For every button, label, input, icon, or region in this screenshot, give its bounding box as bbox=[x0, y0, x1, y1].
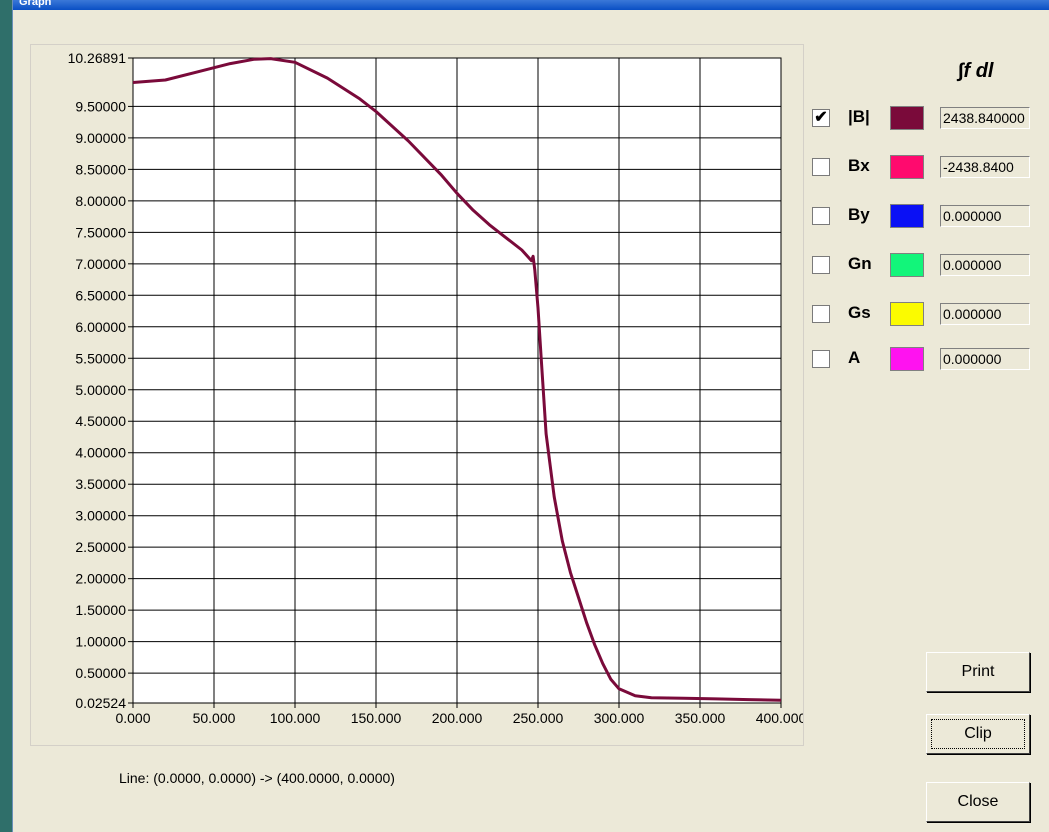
x-tick-label: 0.000 bbox=[115, 710, 150, 726]
x-tick-label: 100.000 bbox=[270, 710, 321, 726]
line-coordinates: Line: (0.0000, 0.0000) -> (400.0000, 0.0… bbox=[119, 770, 395, 786]
close-button[interactable]: Close bbox=[926, 782, 1030, 822]
graph-window: Graph 0.000 50.000 100.000 150.000 200.000 25… bbox=[12, 0, 1049, 832]
y-tick-label: 1.00000 bbox=[75, 634, 126, 650]
integral-header: ∫f dl bbox=[958, 60, 994, 82]
x-tick-label: 250.000 bbox=[513, 710, 564, 726]
print-button[interactable]: Print bbox=[926, 652, 1030, 692]
integral-value-gn: 0.000000 bbox=[940, 254, 1030, 276]
checkbox-a[interactable] bbox=[812, 350, 830, 368]
checkbox-gn[interactable] bbox=[812, 256, 830, 274]
checkbox-b-magnitude[interactable]: ✔ bbox=[812, 109, 830, 127]
window-title: Graph bbox=[19, 0, 52, 8]
y-tick-label: 8.50000 bbox=[75, 161, 126, 177]
color-swatch-gn[interactable] bbox=[890, 253, 924, 277]
color-swatch-b-magnitude[interactable] bbox=[890, 106, 924, 130]
y-tick-label: 3.50000 bbox=[75, 476, 126, 492]
x-tick-label: 200.000 bbox=[432, 710, 483, 726]
y-tick-label: 2.00000 bbox=[75, 571, 126, 587]
check-icon: ✔ bbox=[814, 109, 828, 126]
series-line bbox=[132, 57, 782, 702]
plot-panel: 0.000 50.000 100.000 150.000 200.000 250.000 3… bbox=[30, 44, 804, 746]
y-tick-label: 7.50000 bbox=[75, 224, 126, 240]
y-tick-label: 4.50000 bbox=[75, 413, 126, 429]
clip-button[interactable]: Clip bbox=[926, 714, 1030, 754]
y-tick-label: 0.02524 bbox=[75, 695, 126, 711]
color-swatch-a[interactable] bbox=[890, 347, 924, 371]
y-tick-label: 7.00000 bbox=[75, 256, 126, 272]
x-tick-label: 150.000 bbox=[351, 710, 402, 726]
checkbox-gs[interactable] bbox=[812, 305, 830, 323]
y-tick-label: 1.50000 bbox=[75, 602, 126, 618]
integral-value-gs: 0.000000 bbox=[940, 303, 1030, 325]
y-tick-label: 0.50000 bbox=[75, 665, 126, 681]
y-tick-label: 10.26891 bbox=[68, 50, 127, 66]
y-tick-label: 4.00000 bbox=[75, 445, 126, 461]
x-tick-label: 300.000 bbox=[594, 710, 645, 726]
color-swatch-bx[interactable] bbox=[890, 155, 924, 179]
clip-button-label: Clip bbox=[931, 719, 1025, 749]
series-label: A bbox=[848, 348, 861, 367]
y-tick-label: 9.50000 bbox=[75, 98, 126, 114]
y-tick-label: 2.50000 bbox=[75, 539, 126, 555]
series-label: Gn bbox=[848, 254, 872, 273]
color-swatch-gs[interactable] bbox=[890, 302, 924, 326]
y-tick-label: 9.00000 bbox=[75, 130, 126, 146]
y-tick-label: 5.50000 bbox=[75, 350, 126, 366]
title-bar[interactable]: Graph bbox=[13, 0, 1049, 10]
series-label: |B| bbox=[848, 107, 870, 126]
y-tick-label: 6.00000 bbox=[75, 319, 126, 335]
y-tick-label: 3.00000 bbox=[75, 508, 126, 524]
y-tick-label: 5.00000 bbox=[75, 382, 126, 398]
color-swatch-by[interactable] bbox=[890, 204, 924, 228]
checkbox-by[interactable] bbox=[812, 207, 830, 225]
y-tick-label: 8.00000 bbox=[75, 193, 126, 209]
integral-value-bx: -2438.8400 bbox=[940, 156, 1030, 178]
x-tick-label: 50.000 bbox=[193, 710, 236, 726]
line-chart: 0.000 50.000 100.000 150.000 200.000 250.000 3… bbox=[68, 50, 803, 726]
series-label: Bx bbox=[848, 156, 870, 175]
y-tick-label: 6.50000 bbox=[75, 287, 126, 303]
series-label: By bbox=[848, 205, 870, 224]
integral-value-a: 0.000000 bbox=[940, 348, 1030, 370]
integral-value-b-magnitude: 2438.840000 bbox=[940, 107, 1030, 129]
series-label: Gs bbox=[848, 303, 871, 322]
x-tick-label: 350.000 bbox=[675, 710, 726, 726]
x-tick-label: 400.000 bbox=[756, 710, 803, 726]
checkbox-bx[interactable] bbox=[812, 158, 830, 176]
integral-value-by: 0.000000 bbox=[940, 205, 1030, 227]
